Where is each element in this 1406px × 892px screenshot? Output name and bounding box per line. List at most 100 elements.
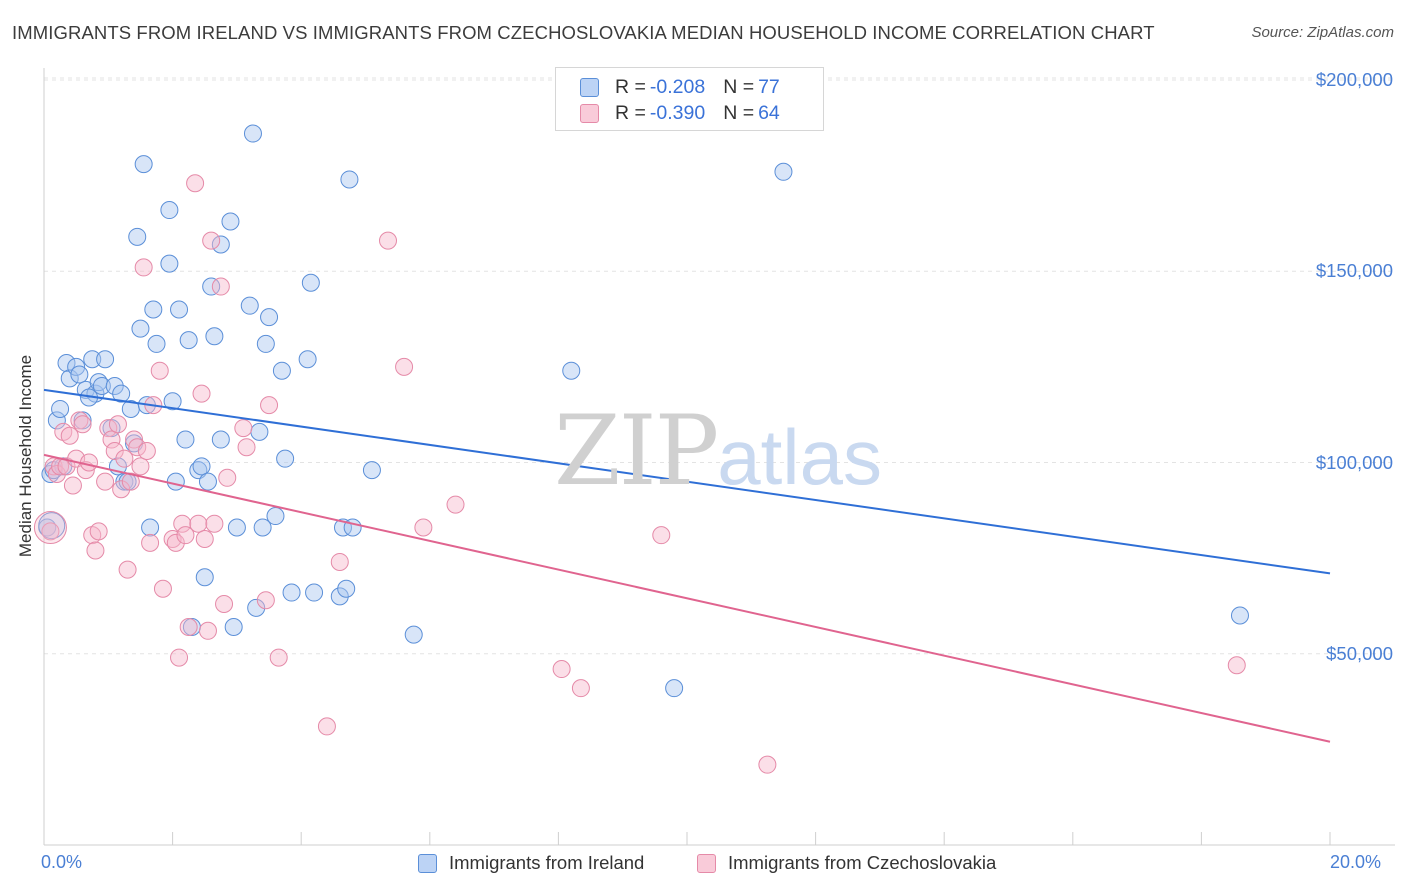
point-ireland: [256, 334, 275, 353]
point-czech: [330, 552, 349, 571]
point-ireland: [240, 296, 259, 315]
point-ireland: [134, 155, 153, 174]
point-ireland: [198, 472, 217, 491]
point-ireland: [404, 625, 423, 644]
point-ireland: [70, 365, 89, 384]
point-ireland: [160, 254, 179, 273]
point-ireland: [170, 300, 189, 319]
trend-line-czech: [43, 453, 1331, 743]
point-czech: [166, 533, 185, 552]
bottom-legend-label-ireland: Immigrants from Ireland: [449, 852, 645, 873]
point-ireland: [166, 472, 185, 491]
point-czech: [189, 514, 208, 533]
point-czech: [198, 621, 217, 640]
point-czech: [118, 560, 137, 579]
point-czech: [395, 357, 414, 376]
legend-n-value-czech: 64: [758, 101, 780, 124]
y-axis-label: Median Household Income: [16, 354, 35, 558]
legend-n-key: N =: [723, 75, 755, 98]
point-czech: [173, 514, 192, 533]
point-ireland: [272, 361, 291, 380]
point-ireland: [211, 235, 230, 254]
point-czech: [112, 480, 131, 499]
point-czech: [115, 449, 134, 468]
point-ireland: [60, 369, 79, 388]
point-czech: [131, 457, 150, 476]
legend-swatch-czech: [580, 103, 599, 123]
point-czech: [80, 453, 99, 472]
point-ireland-cluster: [38, 512, 66, 540]
chart-title: IMMIGRANTS FROM IRELAND VS IMMIGRANTS FR…: [12, 22, 1155, 43]
legend-r-key: R =: [615, 75, 646, 98]
point-ireland: [105, 377, 124, 395]
point-czech: [86, 541, 105, 560]
point-czech: [102, 430, 121, 449]
point-ireland: [340, 170, 359, 189]
point-ireland: [224, 617, 243, 636]
point-ireland: [128, 227, 147, 246]
point-ireland: [282, 583, 301, 602]
point-czech: [134, 258, 153, 277]
point-ireland: [253, 518, 272, 537]
point-ireland: [92, 377, 111, 395]
point-czech: [317, 717, 336, 736]
legend-n-key: N =: [723, 101, 755, 124]
bottom-legend-czech: Immigrants from Czechoslovakia: [697, 852, 996, 874]
point-ireland: [330, 587, 349, 606]
point-czech: [57, 457, 76, 476]
point-czech: [652, 526, 671, 545]
point-ireland: [83, 350, 102, 369]
legend-r-key: R =: [615, 101, 646, 124]
point-czech: [195, 530, 214, 548]
legend-row-czech: R = -0.390 N = 64: [580, 102, 780, 124]
point-czech: [215, 595, 234, 614]
point-ireland: [131, 319, 150, 338]
bottom-legend-swatch-czech: [697, 853, 716, 873]
point-czech: [128, 438, 147, 457]
y-tick-label: $150,000: [1315, 260, 1393, 282]
point-ireland: [202, 277, 221, 296]
x-tick-label-max: 20.0%: [1330, 852, 1382, 872]
legend-row-ireland: R = -0.208 N = 77: [580, 76, 780, 98]
point-ireland: [57, 354, 76, 373]
point-czech: [179, 617, 198, 636]
point-ireland: [160, 201, 179, 220]
point-czech: [379, 231, 398, 250]
point-czech: [41, 522, 60, 541]
legend-r-value-ireland: -0.208: [649, 75, 706, 98]
bottom-legend-label-czech: Immigrants from Czechoslovakia: [728, 852, 997, 873]
point-czech: [571, 679, 590, 698]
point-ireland: [179, 331, 198, 350]
point-czech: [121, 472, 140, 491]
bottom-legend-swatch-ireland: [418, 853, 437, 873]
bottom-legend: Immigrants from Ireland Immigrants from …: [0, 852, 1406, 878]
point-czech: [150, 361, 169, 380]
point-czech: [1227, 656, 1246, 675]
point-ireland: [112, 384, 131, 403]
point-czech: [234, 419, 253, 438]
point-ireland: [96, 350, 115, 369]
point-ireland: [298, 350, 317, 369]
y-tick-label: $200,000: [1315, 69, 1393, 90]
point-ireland: [337, 579, 356, 598]
point-ireland: [243, 124, 262, 143]
point-ireland: [147, 334, 166, 353]
point-ireland: [301, 273, 320, 292]
point-czech: [446, 495, 465, 514]
point-ireland: [774, 162, 793, 181]
point-czech: [105, 442, 124, 461]
grid-lines: [44, 77, 1395, 655]
axes: [43, 68, 1395, 846]
point-czech: [256, 591, 275, 610]
point-ireland: [163, 392, 182, 411]
point-czech: [186, 174, 205, 193]
point-ireland: [144, 300, 163, 319]
point-ireland: [362, 461, 381, 480]
point-czech: [218, 468, 237, 487]
point-czech: [758, 755, 777, 774]
point-ireland: [276, 449, 295, 468]
point-ireland: [266, 507, 285, 526]
point-ireland: [141, 518, 160, 537]
trend-line-ireland: [43, 388, 1331, 575]
